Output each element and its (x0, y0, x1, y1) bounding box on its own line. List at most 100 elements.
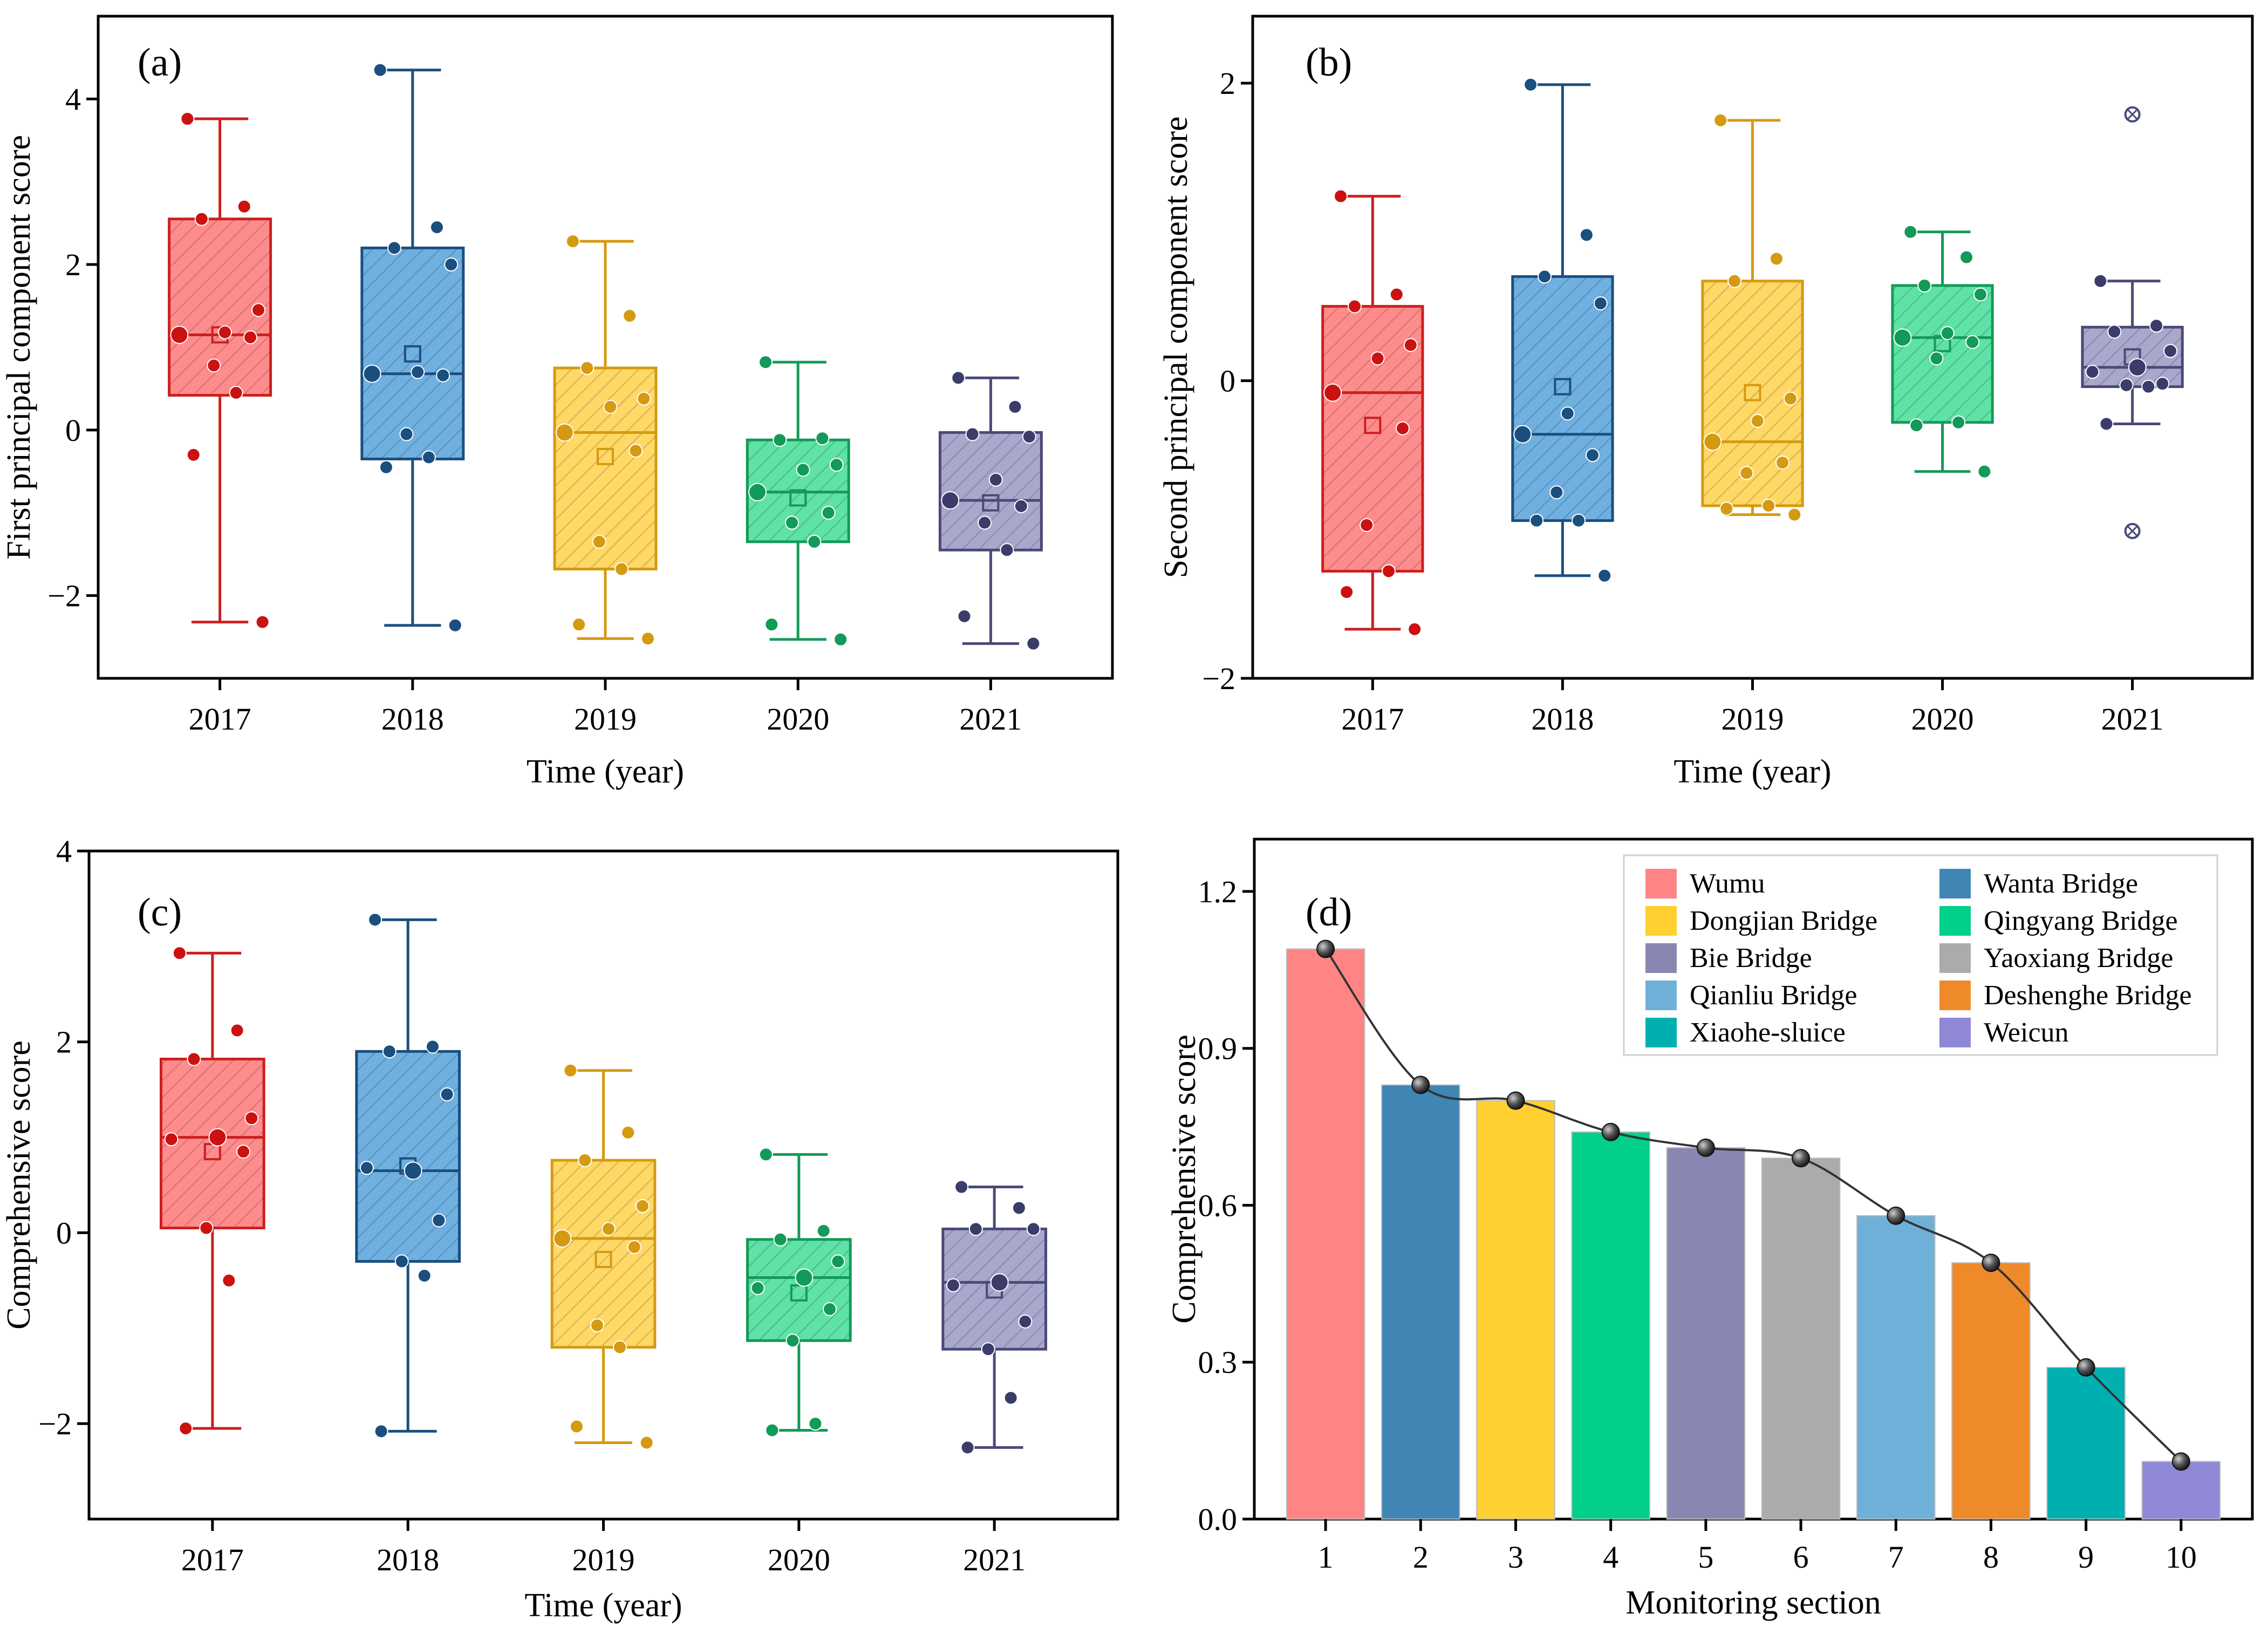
mean-marker (1744, 384, 1761, 401)
data-point (629, 444, 643, 458)
data-point (1917, 278, 1932, 293)
data-point (640, 631, 655, 646)
data-point (199, 1221, 214, 1235)
panel-tag: (d) (1306, 890, 1352, 935)
data-point (440, 1087, 454, 1101)
data-point (569, 1419, 584, 1434)
trend-point (1792, 1149, 1811, 1168)
data-point (1513, 425, 1532, 444)
data-point (1008, 399, 1022, 414)
trend-point (2171, 1452, 2190, 1471)
data-point (363, 364, 381, 383)
data-point (553, 1229, 572, 1248)
data-point (765, 1423, 780, 1438)
data-point (194, 212, 209, 226)
data-point (1787, 507, 1802, 522)
y-tick-label: −2 (47, 578, 81, 614)
mean-marker (595, 1250, 612, 1268)
data-point (748, 482, 767, 501)
data-point (555, 423, 574, 442)
legend-swatch (1645, 981, 1677, 1010)
data-point (207, 358, 221, 373)
data-point (164, 1132, 179, 1147)
x-tick-label: 2021 (959, 702, 1022, 737)
legend-swatch (1645, 906, 1677, 936)
legend-swatch (1939, 943, 1971, 973)
data-point (222, 1273, 236, 1288)
x-tick-label: 1 (1318, 1540, 1334, 1575)
data-point (1370, 351, 1385, 366)
x-tick-label: 2019 (574, 702, 637, 737)
x-tick-label: 9 (2078, 1540, 2094, 1575)
x-tick-label: 7 (1888, 1540, 1904, 1575)
data-point (425, 1039, 440, 1054)
data-point (795, 1268, 814, 1287)
data-point (417, 1269, 432, 1283)
trend-line (1324, 948, 2182, 1462)
data-point (373, 63, 387, 77)
data-point (764, 617, 779, 632)
y-tick-label: −2 (38, 1406, 72, 1441)
panel-tag: (c) (138, 890, 182, 935)
data-point (230, 1023, 244, 1038)
legend-box (1623, 854, 2218, 1056)
x-tick-label: 8 (1983, 1540, 1999, 1575)
y-tick-label: 0.3 (1198, 1345, 1238, 1380)
legend-swatch (1645, 869, 1677, 898)
panel-c-comprehensive-boxplot: −2 0 2 4 2017 2018 2019 2020 2021 Time (year) Comp… (1, 834, 1119, 1624)
data-point (1395, 421, 1410, 435)
data-point (255, 615, 270, 629)
data-point (829, 458, 844, 472)
legend-label: Deshenghe Bridge (1984, 980, 2192, 1011)
bar (1476, 1100, 1555, 1520)
data-point (1560, 406, 1575, 421)
x-tick-label: 2019 (1722, 702, 1784, 737)
plot-frame (1253, 838, 2254, 1521)
data-point (208, 1128, 227, 1147)
data-point (981, 1342, 995, 1357)
bar (1286, 948, 1365, 1520)
data-point (444, 257, 459, 272)
data-point (637, 391, 651, 406)
data-point (1389, 287, 1404, 302)
data-point (1014, 499, 1028, 513)
x-axis-label: Time (year) (524, 1587, 682, 1624)
data-point (1340, 585, 1354, 600)
data-point (229, 385, 243, 400)
x-tick-label: 2017 (1341, 702, 1404, 737)
box-hatch (938, 431, 1043, 552)
x-tick-label: 2021 (963, 1542, 1026, 1577)
panel-b-second-pc-boxplot: −2 0 2 2017 2018 2019 2020 2021 Time (year) Secon… (1158, 15, 2254, 790)
data-point (1026, 636, 1041, 651)
data-point (815, 431, 830, 446)
data-point (1579, 228, 1594, 242)
x-axis-label: Time (year) (1673, 753, 1831, 790)
mean-marker (982, 494, 1000, 512)
data-point (1783, 391, 1798, 406)
data-point (834, 632, 848, 646)
legend-swatch (1939, 869, 1971, 898)
data-point (1965, 335, 1980, 349)
data-point (946, 1278, 960, 1292)
trend-point (2076, 1358, 2095, 1377)
data-point (2107, 324, 2122, 339)
data-point (244, 1111, 259, 1126)
y-axis-label: Comprehensive score (1, 1040, 37, 1329)
data-point (1593, 296, 1608, 311)
data-point (816, 1223, 831, 1238)
data-point (1769, 251, 1784, 266)
data-point (387, 241, 401, 255)
data-point (379, 460, 393, 474)
data-point (236, 1145, 251, 1159)
data-point (773, 1232, 788, 1247)
x-tick-label: 2020 (767, 702, 829, 737)
data-point (951, 371, 966, 385)
legend-swatch (1939, 981, 1971, 1010)
bar (1856, 1215, 1936, 1520)
data-point (187, 1052, 201, 1066)
y-tick-label: 2 (1220, 66, 1235, 101)
data-point (563, 1063, 578, 1078)
box-hatch (355, 1050, 461, 1263)
data-point (2119, 378, 2134, 392)
data-point (627, 1240, 641, 1254)
